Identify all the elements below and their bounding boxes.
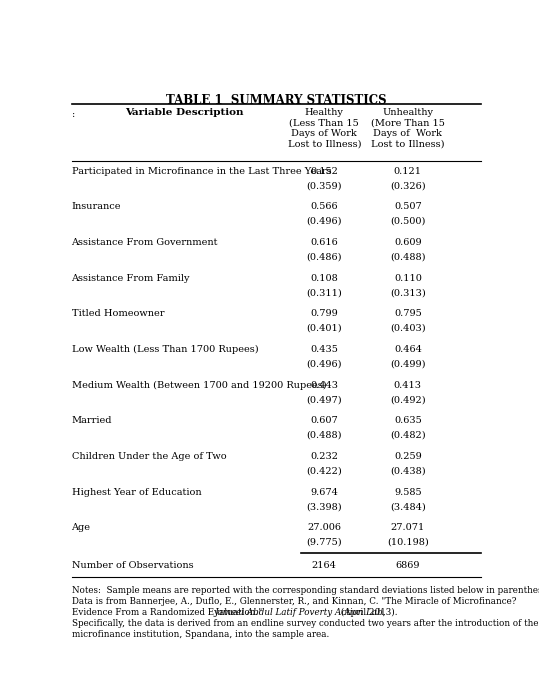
Text: (10.198): (10.198) [387, 538, 429, 547]
Text: 0.507: 0.507 [394, 202, 421, 211]
Text: Low Wealth (Less Than 1700 Rupees): Low Wealth (Less Than 1700 Rupees) [72, 345, 258, 354]
Text: (0.311): (0.311) [306, 288, 342, 298]
Text: Assistance From Family: Assistance From Family [72, 274, 190, 283]
Text: 0.121: 0.121 [394, 167, 422, 176]
Text: 0.413: 0.413 [394, 381, 422, 390]
Text: Insurance: Insurance [72, 202, 121, 211]
Text: (0.488): (0.488) [307, 431, 342, 440]
Text: 9.585: 9.585 [394, 488, 421, 496]
Text: (0.500): (0.500) [390, 217, 425, 226]
Text: (0.313): (0.313) [390, 288, 426, 298]
Text: Assistance From Government: Assistance From Government [72, 238, 218, 247]
Text: (0.486): (0.486) [307, 253, 342, 262]
Text: (9.775): (9.775) [307, 538, 342, 547]
Text: microfinance institution, Spandana, into the sample area.: microfinance institution, Spandana, into… [72, 630, 329, 639]
Text: 0.616: 0.616 [310, 238, 338, 247]
Text: TABLE 1  SUMMARY STATISTICS: TABLE 1 SUMMARY STATISTICS [166, 94, 386, 107]
Text: Specifically, the data is derived from an endline survey conducted two years aft: Specifically, the data is derived from a… [72, 619, 538, 628]
Text: Data is from Bannerjee, A., Duflo, E., Glennerster, R., and Kinnan, C. "The Mira: Data is from Bannerjee, A., Duflo, E., G… [72, 597, 516, 606]
Text: Children Under the Age of Two: Children Under the Age of Two [72, 452, 226, 461]
Text: 0.110: 0.110 [394, 274, 421, 283]
Text: (0.488): (0.488) [390, 253, 426, 262]
Text: Notes:  Sample means are reported with the corresponding standard deviations lis: Notes: Sample means are reported with th… [72, 586, 539, 595]
Text: 6869: 6869 [396, 561, 420, 570]
Text: (0.326): (0.326) [390, 181, 426, 191]
Text: 0.435: 0.435 [310, 345, 338, 354]
Text: 0.232: 0.232 [310, 452, 338, 461]
Text: (0.403): (0.403) [390, 324, 426, 333]
Text: (0.359): (0.359) [307, 181, 342, 191]
Text: (0.496): (0.496) [307, 360, 342, 368]
Text: 0.259: 0.259 [394, 452, 421, 461]
Text: Jameel Abdul Latif Poverty Action Lab,: Jameel Abdul Latif Poverty Action Lab, [215, 608, 386, 617]
Text: Number of Observations: Number of Observations [72, 561, 193, 570]
Text: 0.464: 0.464 [394, 345, 421, 354]
Text: (0.422): (0.422) [306, 466, 342, 475]
Text: Healthy
(Less Than 15
Days of Work
Lost to Illness): Healthy (Less Than 15 Days of Work Lost … [287, 108, 361, 148]
Text: Evidence From a Randomized Evaluation.": Evidence From a Randomized Evaluation." [72, 608, 267, 617]
Text: (0.492): (0.492) [390, 395, 426, 405]
Text: Participated in Microfinance in the Last Three Years: Participated in Microfinance in the Last… [72, 167, 331, 176]
Text: Variable Description: Variable Description [125, 108, 244, 117]
Text: Medium Wealth (Between 1700 and 19200 Rupees): Medium Wealth (Between 1700 and 19200 Ru… [72, 381, 326, 390]
Text: (0.499): (0.499) [390, 360, 426, 368]
Text: 0.152: 0.152 [310, 167, 338, 176]
Text: 0.566: 0.566 [310, 202, 338, 211]
Text: Highest Year of Education: Highest Year of Education [72, 488, 201, 496]
Text: 0.635: 0.635 [394, 416, 421, 425]
Text: (0.496): (0.496) [307, 217, 342, 226]
Text: (3.398): (3.398) [307, 503, 342, 511]
Text: 0.795: 0.795 [394, 309, 421, 318]
Text: 9.674: 9.674 [310, 488, 338, 496]
Text: (0.497): (0.497) [307, 395, 342, 405]
Text: 0.609: 0.609 [394, 238, 421, 247]
Text: Titled Homeowner: Titled Homeowner [72, 309, 164, 318]
Text: Married: Married [72, 416, 112, 425]
Text: (April 2013).: (April 2013). [338, 608, 398, 617]
Text: (0.438): (0.438) [390, 466, 426, 475]
Text: :: : [72, 110, 75, 118]
Text: 0.443: 0.443 [310, 381, 338, 390]
Text: 27.006: 27.006 [307, 523, 341, 533]
Text: 0.799: 0.799 [310, 309, 338, 318]
Text: (0.482): (0.482) [390, 431, 426, 440]
Text: Unhealthy
(More Than 15
Days of  Work
Lost to Illness): Unhealthy (More Than 15 Days of Work Los… [371, 108, 445, 148]
Text: 0.108: 0.108 [310, 274, 338, 283]
Text: (0.401): (0.401) [307, 324, 342, 333]
Text: 0.607: 0.607 [310, 416, 338, 425]
Text: 2164: 2164 [312, 561, 337, 570]
Text: Age: Age [72, 523, 91, 533]
Text: 27.071: 27.071 [391, 523, 425, 533]
Text: (3.484): (3.484) [390, 503, 426, 511]
